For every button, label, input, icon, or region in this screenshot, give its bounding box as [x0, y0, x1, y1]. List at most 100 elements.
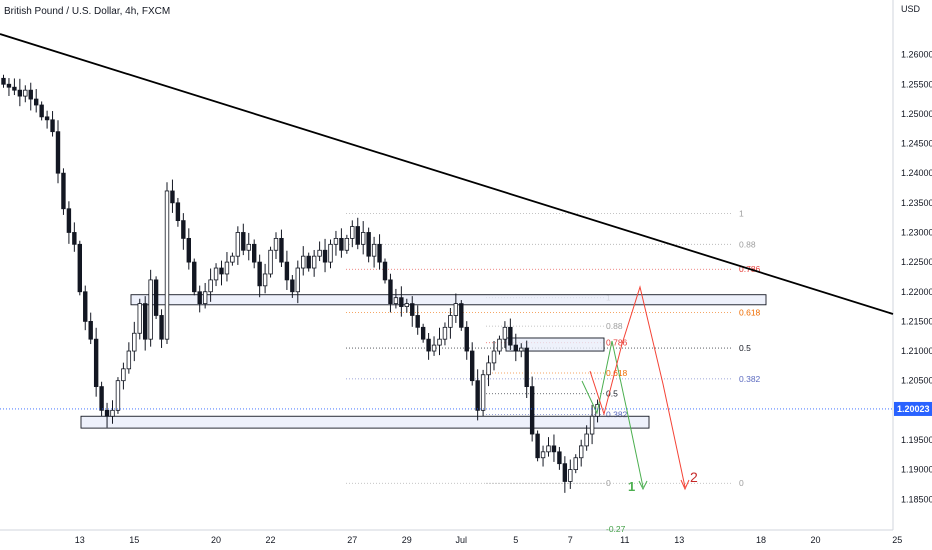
- candle-body: [459, 303, 464, 328]
- candle-body: [132, 332, 137, 352]
- candle-body: [279, 237, 284, 263]
- candle-body: [557, 451, 562, 465]
- candle-body: [377, 243, 382, 263]
- lower-support-zone: [80, 415, 650, 429]
- descending-trendline: [0, 33, 894, 315]
- candle-body: [257, 261, 262, 287]
- candle-body: [475, 380, 480, 411]
- fib-left-level-label: 0.88: [739, 239, 756, 249]
- fib-left-level-label: 0.382: [739, 374, 761, 384]
- candle-body: [399, 297, 404, 307]
- time-tick-label: 7: [568, 535, 573, 545]
- price-tick-label: 1.24500: [901, 139, 932, 149]
- fib-right-level-label: 0.88: [606, 321, 623, 331]
- candle-body: [159, 315, 164, 340]
- candle-body: [328, 243, 333, 263]
- candle-body: [17, 89, 23, 97]
- candle-body: [77, 243, 82, 293]
- candle-body: [524, 347, 529, 388]
- candle-body: [170, 190, 175, 204]
- candle-body: [148, 279, 153, 340]
- candle-body: [420, 326, 426, 340]
- candle-body: [213, 267, 219, 281]
- candle-body: [224, 261, 230, 275]
- candle-body: [360, 232, 366, 245]
- candle-body: [268, 249, 273, 275]
- candle-body: [126, 350, 132, 370]
- fib-right-level-label: 0: [606, 478, 611, 488]
- candle-body: [110, 409, 115, 417]
- scenario-2-arrowhead: [680, 479, 690, 491]
- candle-body: [584, 433, 589, 447]
- fib-right-level-label: 0.618: [606, 368, 628, 378]
- candle-body: [393, 297, 399, 305]
- candle-body: [486, 362, 491, 376]
- price-axis[interactable]: 1.26000 1.25500 1.25000 1.24500 1.24000 1.235…: [901, 50, 932, 505]
- price-tick-label: 1.25000: [901, 109, 932, 119]
- candle-body: [284, 261, 290, 281]
- candle-body: [410, 303, 415, 316]
- candle-body: [72, 232, 77, 245]
- candle-body: [491, 350, 497, 364]
- candles-layer: [1, 74, 600, 493]
- candle-body: [6, 83, 12, 88]
- time-tick-label: 18: [756, 535, 766, 545]
- candle-body: [344, 237, 350, 251]
- candle-body: [181, 220, 186, 239]
- time-tick-label: 15: [129, 535, 139, 545]
- candle-body: [404, 303, 409, 307]
- candle-body: [23, 89, 28, 97]
- time-tick-label: 20: [211, 535, 221, 545]
- scenario-1-path: [581, 340, 644, 488]
- candle-body: [235, 232, 241, 257]
- fib-left-level-label: 1: [739, 208, 744, 218]
- fib-right-level-label: -0.27: [606, 524, 626, 534]
- price-tick-label: 1.25500: [901, 79, 932, 89]
- time-tick-label: 27: [347, 535, 357, 545]
- candle-body: [44, 116, 50, 121]
- drawings-layer: [0, 33, 894, 491]
- candle-body: [66, 208, 72, 233]
- candle-body: [350, 226, 355, 239]
- scenario-2-label: 2: [690, 469, 698, 485]
- time-axis[interactable]: 13 15 20 22 27 29 Jul 5 7 11 13 18 20 25: [75, 535, 903, 545]
- zones-layer: [80, 294, 767, 429]
- candle-body: [317, 249, 322, 257]
- candle-body: [208, 279, 213, 293]
- candle-body: [186, 237, 191, 263]
- candle-body: [437, 338, 442, 346]
- candle-body: [39, 104, 44, 118]
- scenario-1-arrowhead: [638, 480, 648, 491]
- candle-body: [1, 77, 6, 85]
- candle-body: [371, 243, 377, 257]
- candle-body: [519, 347, 524, 352]
- candle-body: [415, 315, 420, 328]
- candle-body: [121, 368, 126, 382]
- candle-body: [202, 291, 208, 305]
- candle-body: [34, 98, 39, 106]
- fib-left-level-label: 0: [739, 478, 744, 488]
- candle-body: [431, 344, 437, 352]
- candle-body: [61, 172, 66, 210]
- candle-body: [562, 463, 568, 482]
- price-tick-label: 1.24000: [901, 168, 932, 178]
- time-tick-label: 29: [402, 535, 412, 545]
- candle-body: [339, 237, 344, 251]
- candle-body: [241, 232, 246, 251]
- candle-body: [142, 303, 148, 340]
- candle-body: [497, 338, 502, 352]
- candle-body: [388, 279, 393, 305]
- candle-body: [88, 320, 93, 340]
- price-tick-label: 1.19000: [901, 465, 932, 475]
- candle-body: [568, 469, 573, 482]
- candle-body: [382, 261, 388, 281]
- price-tick-label: 1.22000: [901, 287, 932, 297]
- candle-body: [306, 255, 311, 269]
- candle-body: [83, 291, 88, 322]
- candle-body: [573, 457, 578, 471]
- candle-body: [192, 261, 197, 293]
- time-tick-label: 25: [892, 535, 902, 545]
- candle-body: [508, 326, 513, 346]
